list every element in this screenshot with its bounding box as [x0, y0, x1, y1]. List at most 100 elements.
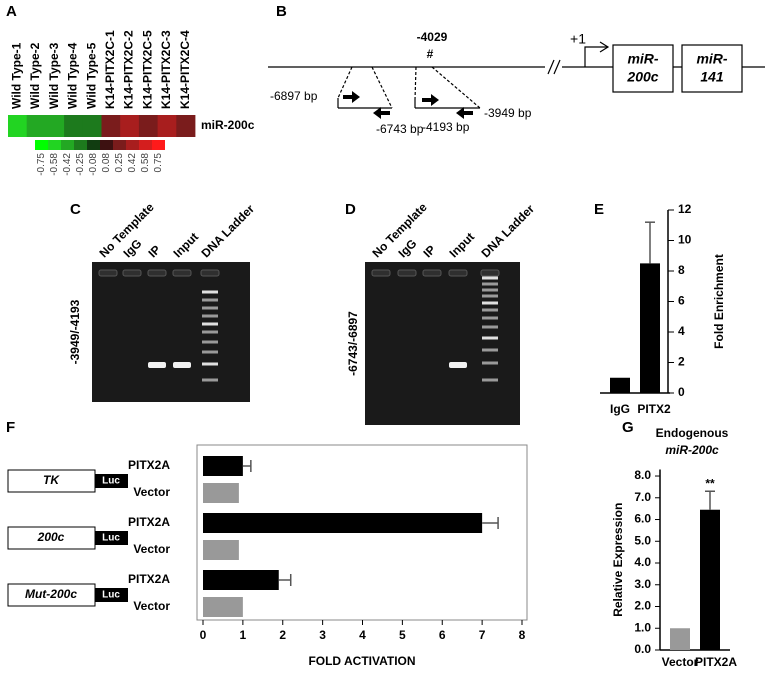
row-label: miR-200c: [201, 118, 255, 132]
ladder-band: [202, 298, 218, 302]
primer-label: -4193 bp: [422, 120, 470, 134]
x-tick-label: 0: [200, 628, 207, 642]
construct-name: Mut-200c: [25, 587, 77, 601]
gel-image: [365, 262, 520, 425]
gel-well: [122, 269, 142, 277]
colorbar-cell: [61, 140, 74, 150]
ladder-band: [202, 350, 218, 354]
ladder-band: [202, 322, 218, 326]
bar: [203, 483, 239, 503]
y-tick-label: 3.0: [634, 577, 651, 591]
bar: [203, 456, 243, 476]
gel-well: [172, 269, 192, 277]
tss-label: +1: [570, 31, 586, 47]
ladder-band: [202, 378, 218, 382]
panel-label: G: [622, 419, 634, 436]
reporter-box: [95, 588, 128, 602]
primer-pair-label: -6743/-6897: [346, 311, 360, 376]
gel-well: [480, 269, 500, 277]
primer-forward: [343, 91, 360, 103]
gel-well: [98, 269, 118, 277]
category-label: PITX2A: [128, 572, 170, 586]
y-tick-label: 6.0: [634, 512, 651, 526]
y-axis-label: Relative Expression: [611, 503, 625, 617]
y-tick-label: 0: [678, 385, 685, 399]
primer-label: -6897 bp: [270, 89, 318, 103]
colorbar-cell: [100, 140, 113, 150]
site-label: -4029: [417, 30, 448, 44]
panel-label: D: [345, 201, 356, 218]
bar: [640, 263, 660, 393]
colorbar-tick-label: 0.58: [140, 153, 151, 173]
column-label: K14-PITX2C-5: [140, 30, 154, 109]
column-label: Wild Type-5: [84, 42, 98, 109]
gel-well: [147, 269, 167, 277]
site-marker: #: [427, 47, 434, 61]
colorbar-cell: [74, 140, 87, 150]
ladder-band: [482, 348, 498, 352]
lane-label: IP: [420, 242, 438, 260]
lane-label: IP: [145, 242, 163, 260]
x-axis-label: FOLD ACTIVATION: [308, 654, 415, 668]
column-label: K14-PITX2C-2: [122, 30, 136, 109]
ladder-band: [482, 288, 498, 292]
bar: [700, 509, 720, 650]
ladder-band: [202, 340, 218, 344]
panel-label: B: [276, 3, 287, 20]
column-label: K14-PITX2C-1: [103, 30, 117, 109]
gel-band: [148, 362, 166, 368]
ladder-band: [482, 325, 498, 329]
x-tick-label: 4: [359, 628, 366, 642]
bar: [203, 570, 279, 590]
heatmap-cell: [176, 115, 196, 137]
primer-label: -6743 bp: [376, 122, 424, 136]
heatmap-cell: [64, 115, 84, 137]
heatmap-cell: [8, 115, 28, 137]
column-label: Wild Type-1: [10, 42, 24, 109]
colorbar-tick-label: -0.42: [62, 153, 73, 176]
construct-name: 200c: [37, 530, 65, 544]
primer-reverse: [456, 107, 473, 119]
column-label: K14-PITX2C-3: [159, 30, 173, 109]
panel-label: A: [6, 3, 17, 20]
reporter-box: [95, 531, 128, 545]
ladder-band: [202, 290, 218, 294]
y-tick-label: 8: [678, 263, 685, 277]
y-tick-label: 0.0: [634, 642, 651, 656]
x-tick-label: Vector: [662, 655, 699, 669]
gene-diagram: [268, 41, 765, 109]
y-tick-label: 6: [678, 294, 685, 308]
lane-label: Input: [170, 230, 201, 261]
colorbar-tick-label: 0.08: [101, 153, 112, 173]
gene-box: [612, 44, 674, 93]
colorbar-cell: [87, 140, 100, 150]
significance-annotation: **: [705, 476, 715, 490]
y-tick-label: 4.0: [634, 555, 651, 569]
colorbar-cell: [35, 140, 48, 150]
colorbar-tick-label: -0.75: [36, 153, 47, 176]
ladder-band: [482, 316, 498, 320]
colorbar-cell: [126, 140, 139, 150]
ladder-band: [482, 336, 498, 340]
column-label: K14-PITX2C-4: [178, 30, 192, 109]
dashed-guide: [414, 66, 417, 101]
column-label: Wild Type-2: [28, 42, 42, 109]
break-mark: [553, 59, 561, 75]
x-tick-label: IgG: [610, 402, 630, 416]
gel-well: [397, 269, 417, 277]
ladder-band: [482, 378, 498, 382]
x-tick-label: 2: [279, 628, 286, 642]
y-tick-label: 2: [678, 355, 685, 369]
ladder-band: [202, 306, 218, 310]
gel-well: [371, 269, 391, 277]
bar: [670, 628, 690, 650]
heatmap-cell: [82, 115, 102, 137]
ladder-band: [482, 361, 498, 365]
gene-name: 141: [700, 69, 724, 85]
x-tick-label: 3: [319, 628, 326, 642]
dashed-guide: [371, 66, 393, 109]
construct-name: TK: [43, 473, 60, 487]
ladder-band: [482, 294, 498, 298]
